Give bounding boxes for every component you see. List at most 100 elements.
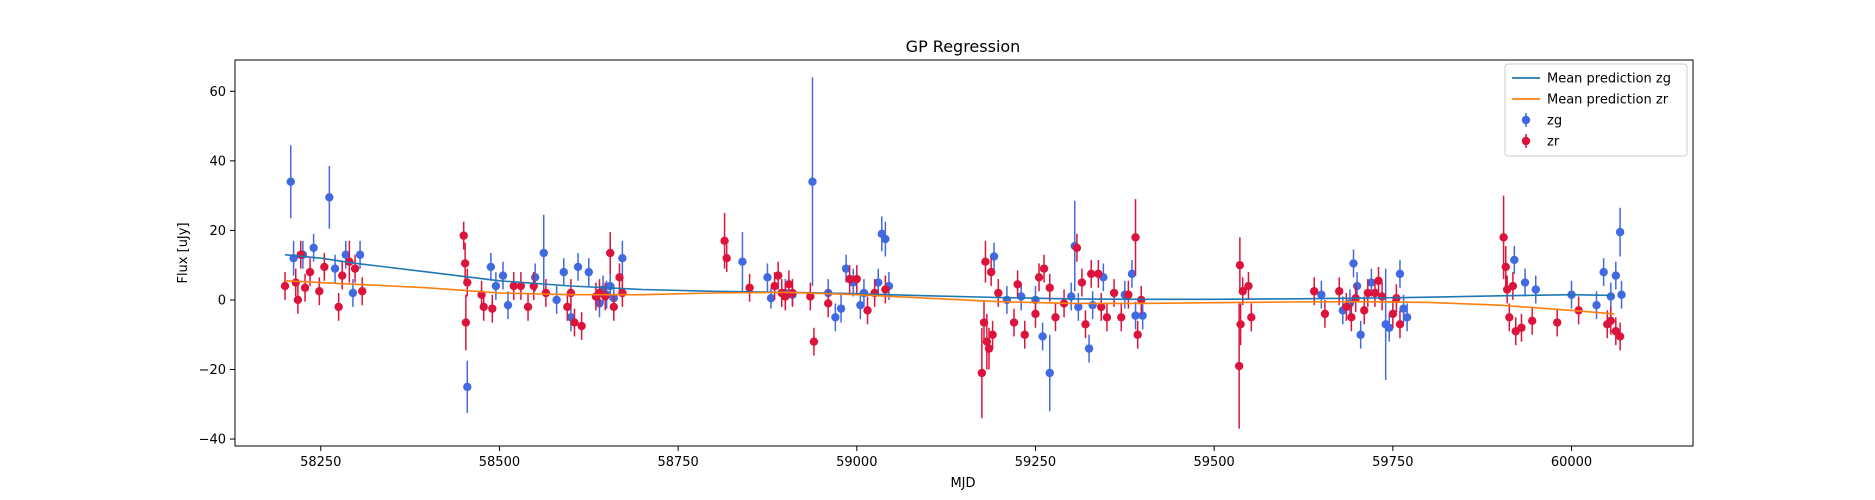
legend: Mean prediction zg Mean prediction zr zg zr [1504,63,1688,157]
zr-point-106 [1505,313,1514,322]
zg-point-38 [856,300,865,310]
zg-point-5 [330,264,340,273]
zg-point-73 [1520,278,1530,287]
legend-label-1: Mean prediction zr [1547,93,1669,108]
zr-point-103 [1499,233,1508,242]
zg-point-14 [530,273,540,282]
zr-point-110 [1527,316,1537,326]
zg-point-63 [1349,259,1358,268]
zr-point-39 [770,281,779,291]
zr-point-36 [720,236,729,246]
zg-point-60 [1317,290,1326,299]
zr-point-95 [1360,306,1369,315]
zg-point-78 [1606,292,1616,301]
zr-point-2 [293,295,303,305]
zr-point-100 [1388,309,1398,319]
axis-ticks: 58250 58500 58750 59000 59250 59500 59750 60000… [199,85,1593,470]
zg-point-9 [463,382,472,392]
zr-point-47 [824,299,833,308]
zr-point-92 [1342,302,1351,312]
zg-point-7 [348,288,358,298]
zg-point-80 [1615,227,1625,237]
zg-point-19 [573,262,583,272]
zg-point-8 [355,250,365,259]
zr-point-60 [994,288,1003,298]
zr-point-79 [1124,290,1133,299]
zg-point-70 [1399,304,1408,313]
zg-point-6 [341,250,350,259]
x-tick-label-2: 58750 [657,455,698,470]
zr-point-66 [1039,264,1049,273]
zr-point-70 [1072,243,1082,252]
x-tick-label-1: 58500 [479,455,520,470]
zr-point-71 [1077,278,1087,287]
zg-point-11 [491,281,501,291]
zr-point-109 [1517,323,1526,332]
zr-point-14 [460,259,470,268]
zg-point-17 [559,267,568,277]
zr-point-98 [1374,276,1383,286]
zg-point-59 [1138,311,1147,320]
zr-point-54 [979,318,989,327]
zr-point-90 [1320,309,1330,319]
zg-point-27 [738,257,747,266]
zr-point-58 [986,267,996,277]
zr-point-76 [1102,313,1112,322]
zg-point-20 [584,267,593,277]
zg-point-68 [1385,323,1394,332]
zg-point-58 [1131,311,1140,320]
zr-point-28 [577,321,586,331]
zg-point-48 [1038,332,1047,341]
zr-point-6 [315,287,324,296]
zr-point-77 [1109,288,1119,298]
zr-point-81 [1133,330,1142,339]
zr-point-89 [1310,287,1319,296]
zr-point-1 [291,278,300,287]
zr-point-91 [1335,287,1344,296]
y-tick-label-3: 20 [209,224,226,239]
zr-point-12 [358,287,367,296]
x-tick-label-6: 59750 [1372,455,1413,470]
plot-area [280,77,1626,429]
zr-point-74 [1094,269,1103,279]
zg-point-77 [1599,267,1608,277]
legend-marker-3 [1521,136,1531,146]
zr-point-62 [1013,280,1022,289]
y-axis-label: Flux [uJy] [176,222,191,283]
zr-point-49 [852,274,861,284]
zr-point-34 [615,273,624,282]
series-line-0 [284,253,1615,301]
zg-point-0 [286,177,295,186]
zr-point-46 [809,337,819,346]
zr-point-48 [845,274,854,284]
zr-point-80 [1131,233,1140,242]
zg-point-16 [552,295,561,305]
zr-point-5 [305,267,315,277]
zr-point-57 [984,344,994,353]
zr-point-15 [461,318,471,327]
legend-marker-2 [1521,115,1531,125]
zg-point-52 [1074,302,1083,312]
zr-point-68 [1051,313,1060,322]
zr-point-37 [722,254,731,263]
zr-point-20 [509,281,518,291]
zr-point-42 [781,292,790,301]
zg-point-44 [989,252,999,261]
zr-point-19 [488,304,497,313]
zg-point-29 [766,294,776,303]
zg-point-42 [881,234,890,244]
zr-point-111 [1553,318,1562,327]
zg-point-34 [831,313,840,322]
zr-point-73 [1087,269,1096,279]
y-tick-label-0: −40 [199,433,226,448]
x-tick-label-0: 58250 [300,455,341,470]
chart-title: GP Regression [906,37,1021,56]
zg-point-74 [1531,285,1540,294]
zr-point-59 [988,330,997,339]
zg-point-10 [486,262,496,272]
zr-point-43 [784,280,794,289]
zr-point-87 [1244,281,1253,291]
zr-point-38 [745,283,754,292]
zg-point-54 [1088,300,1097,310]
